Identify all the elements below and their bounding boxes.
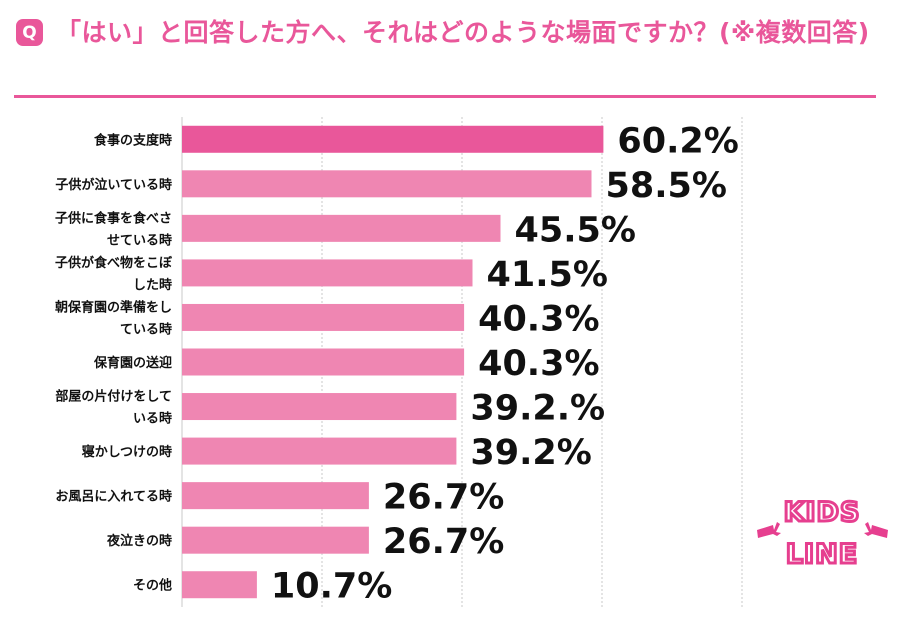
value-label: 60.2% bbox=[617, 121, 738, 161]
question-badge: Q bbox=[16, 19, 43, 46]
category-label-line: 朝保育園の準備をし bbox=[55, 299, 172, 315]
kids-line-logo: KIDS LINE bbox=[757, 496, 888, 572]
category-label: その他 bbox=[133, 578, 172, 594]
value-label: 10.7% bbox=[271, 567, 392, 607]
value-label: 45.5% bbox=[515, 210, 636, 250]
category-label-line: 子供に食事を食べさ bbox=[55, 210, 172, 226]
bar bbox=[182, 393, 457, 421]
value-label: 26.7% bbox=[383, 522, 504, 562]
value-label: 41.5% bbox=[487, 255, 608, 295]
category-label-line: 夜泣きの時 bbox=[106, 533, 172, 549]
logo-line2: LINE bbox=[786, 539, 858, 570]
category-label-line: いる時 bbox=[133, 411, 172, 427]
category-label: 子供が食べ物をこぼした時 bbox=[55, 255, 173, 293]
bar bbox=[182, 259, 473, 287]
value-label: 39.2.% bbox=[470, 389, 605, 429]
category-label-line: ている時 bbox=[120, 321, 172, 337]
category-label-line: お風呂に入れてる時 bbox=[55, 489, 172, 505]
bar bbox=[182, 437, 457, 465]
bar bbox=[182, 571, 257, 599]
value-label: 58.5% bbox=[606, 166, 727, 206]
category-label-line: 子供が泣いている時 bbox=[55, 177, 172, 193]
logo-left-arm bbox=[757, 522, 781, 538]
category-label: お風呂に入れてる時 bbox=[55, 489, 172, 505]
category-label-line: 保育園の送迎 bbox=[93, 355, 172, 371]
category-label-line: せている時 bbox=[107, 232, 172, 248]
category-label-line: その他 bbox=[133, 578, 172, 594]
category-label: 子供が泣いている時 bbox=[55, 177, 172, 193]
category-label: 寝かしつけの時 bbox=[82, 444, 172, 460]
category-label-line: 部屋の片付けをして bbox=[55, 389, 172, 405]
bar bbox=[182, 526, 369, 554]
bar bbox=[182, 170, 592, 198]
page-title: 「はい」と回答した方へ、それはどのような場面ですか？(※複数回答) bbox=[56, 18, 870, 47]
bar bbox=[182, 482, 369, 510]
category-label: 子供に食事を食べさせている時 bbox=[55, 210, 172, 248]
category-label: 食事の支度時 bbox=[94, 132, 172, 148]
category-label-line: 食事の支度時 bbox=[94, 132, 172, 148]
category-label: 夜泣きの時 bbox=[106, 533, 172, 549]
value-label: 40.3% bbox=[478, 299, 599, 339]
category-label: 部屋の片付けをしている時 bbox=[55, 389, 172, 427]
category-label-line: した時 bbox=[133, 277, 172, 293]
value-label: 39.2% bbox=[470, 433, 591, 473]
bar bbox=[182, 303, 465, 331]
category-label-line: 子供が食べ物をこぼ bbox=[55, 255, 173, 271]
bar bbox=[182, 125, 604, 153]
logo-line1: KIDS bbox=[784, 497, 861, 528]
category-label: 保育園の送迎 bbox=[93, 355, 172, 371]
bar bbox=[182, 348, 465, 376]
value-label: 40.3% bbox=[478, 344, 599, 384]
category-label-line: 寝かしつけの時 bbox=[82, 444, 172, 460]
bar bbox=[182, 214, 501, 242]
title-underline bbox=[14, 95, 876, 98]
value-label: 26.7% bbox=[383, 478, 504, 518]
logo-right-arm bbox=[864, 522, 888, 538]
category-label: 朝保育園の準備をしている時 bbox=[55, 299, 172, 337]
